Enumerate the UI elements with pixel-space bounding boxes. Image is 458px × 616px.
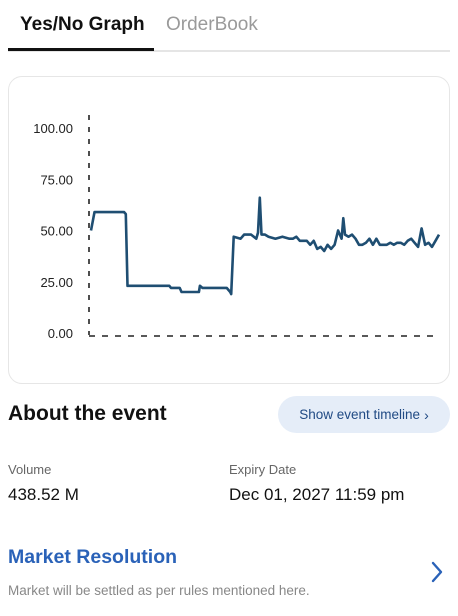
y-tick-label: 25.00 xyxy=(40,275,73,290)
active-tab-indicator xyxy=(8,48,154,51)
chevron-right-icon: › xyxy=(424,406,429,423)
tab-orderbook[interactable]: OrderBook xyxy=(166,14,258,35)
y-tick-label: 0.00 xyxy=(48,326,73,341)
y-tick-label: 75.00 xyxy=(40,172,73,187)
chevron-right-icon[interactable] xyxy=(430,560,444,584)
show-event-timeline-button[interactable]: Show event timeline › xyxy=(278,396,450,433)
y-tick-label: 100.00 xyxy=(33,121,73,136)
volume-value: 438.52 M xyxy=(8,485,79,504)
market-resolution-description: Market will be settled as per rules ment… xyxy=(8,583,310,598)
tab-bar: Yes/No Graph OrderBook xyxy=(8,0,450,52)
about-event-heading: About the event xyxy=(8,402,167,425)
expiry-date-value: Dec 01, 2027 11:59 pm xyxy=(229,485,405,504)
y-tick-label: 50.00 xyxy=(40,224,73,239)
tab-yes-no-graph[interactable]: Yes/No Graph xyxy=(20,14,145,35)
expiry-date-label: Expiry Date xyxy=(229,462,297,477)
chart-card: 100.00 75.00 50.00 25.00 0.00 xyxy=(8,76,450,384)
price-chart: 100.00 75.00 50.00 25.00 0.00 xyxy=(33,115,441,341)
price-series-line xyxy=(89,196,441,296)
show-event-timeline-label: Show event timeline xyxy=(299,407,421,422)
volume-label: Volume xyxy=(8,462,52,477)
market-resolution-link[interactable]: Market Resolution xyxy=(8,546,178,568)
